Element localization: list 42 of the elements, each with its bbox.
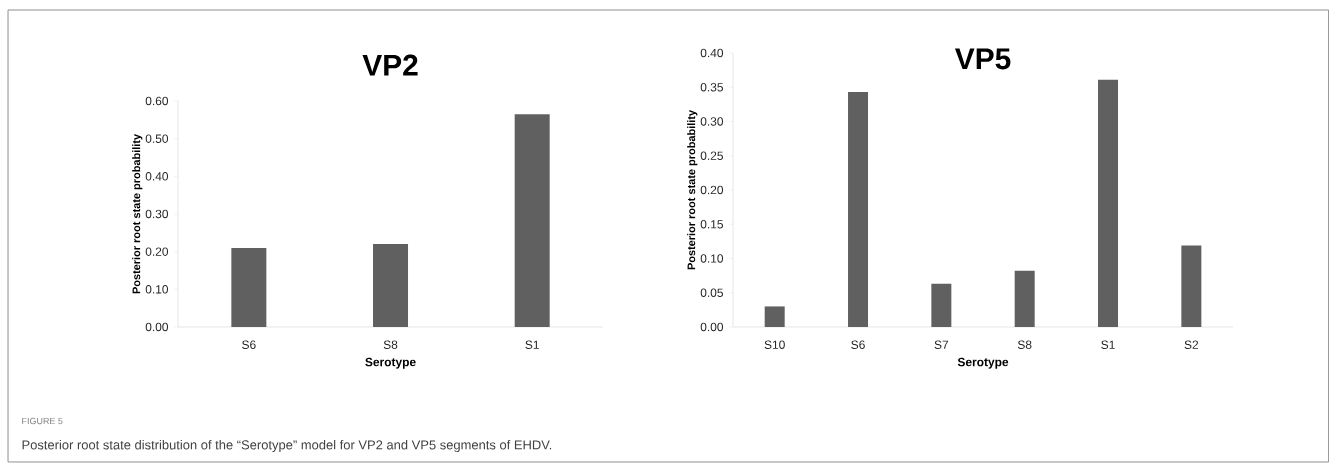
chart-title: VP5 — [954, 48, 1011, 70]
x-tick-label: S2 — [1184, 340, 1199, 349]
chart-title: VP2 — [362, 54, 418, 76]
x-tick-label: S10 — [764, 340, 785, 349]
x-tick-label: S1 — [525, 340, 539, 349]
bar — [373, 244, 409, 327]
y-tick-label: 0.00 — [700, 322, 724, 332]
bar — [231, 247, 267, 327]
bar — [1098, 79, 1119, 327]
y-axis-title: Posterior root state probability — [132, 133, 143, 294]
y-tick-label: 0.00 — [145, 322, 169, 332]
y-tick-label: 0.30 — [700, 117, 724, 126]
x-axis-title: Serotype — [365, 357, 416, 369]
x-tick-label: S1 — [1101, 340, 1115, 349]
bar — [1014, 270, 1035, 327]
y-tick-label: 0.15 — [700, 220, 723, 229]
y-tick-label: 0.20 — [700, 185, 724, 195]
y-tick-label: 0.60 — [145, 96, 169, 106]
x-tick-label: S7 — [934, 340, 949, 349]
y-tick-label: 0.20 — [145, 247, 169, 256]
y-tick-label: 0.10 — [700, 254, 724, 263]
y-tick-label: 0.10 — [145, 285, 169, 294]
y-tick-label: 0.25 — [700, 151, 723, 160]
x-tick-label: S6 — [242, 340, 256, 349]
bar — [931, 283, 952, 327]
y-tick-label: 0.50 — [145, 134, 169, 143]
bar — [764, 306, 785, 327]
y-axis-title: Posterior root state probability — [687, 109, 698, 270]
y-tick-label: 0.40 — [145, 172, 169, 181]
y-tick-label: 0.30 — [145, 209, 169, 219]
x-tick-label: S8 — [1017, 340, 1032, 349]
caption: FIGURE 5 — [22, 417, 63, 425]
text: Posterior root state distribution of the “Serotype” model for VP2 and VP5 segments of EHDV. — [22, 439, 552, 453]
bar — [514, 114, 550, 327]
y-tick-label: 0.35 — [700, 83, 723, 92]
bar — [848, 92, 869, 327]
x-axis-title: Serotype — [957, 357, 1009, 369]
x-tick-label: S6 — [851, 340, 865, 349]
y-tick-label: 0.05 — [700, 288, 723, 297]
y-tick-label: 0.40 — [700, 48, 724, 58]
bar — [1181, 245, 1202, 327]
x-tick-label: S8 — [383, 340, 398, 349]
